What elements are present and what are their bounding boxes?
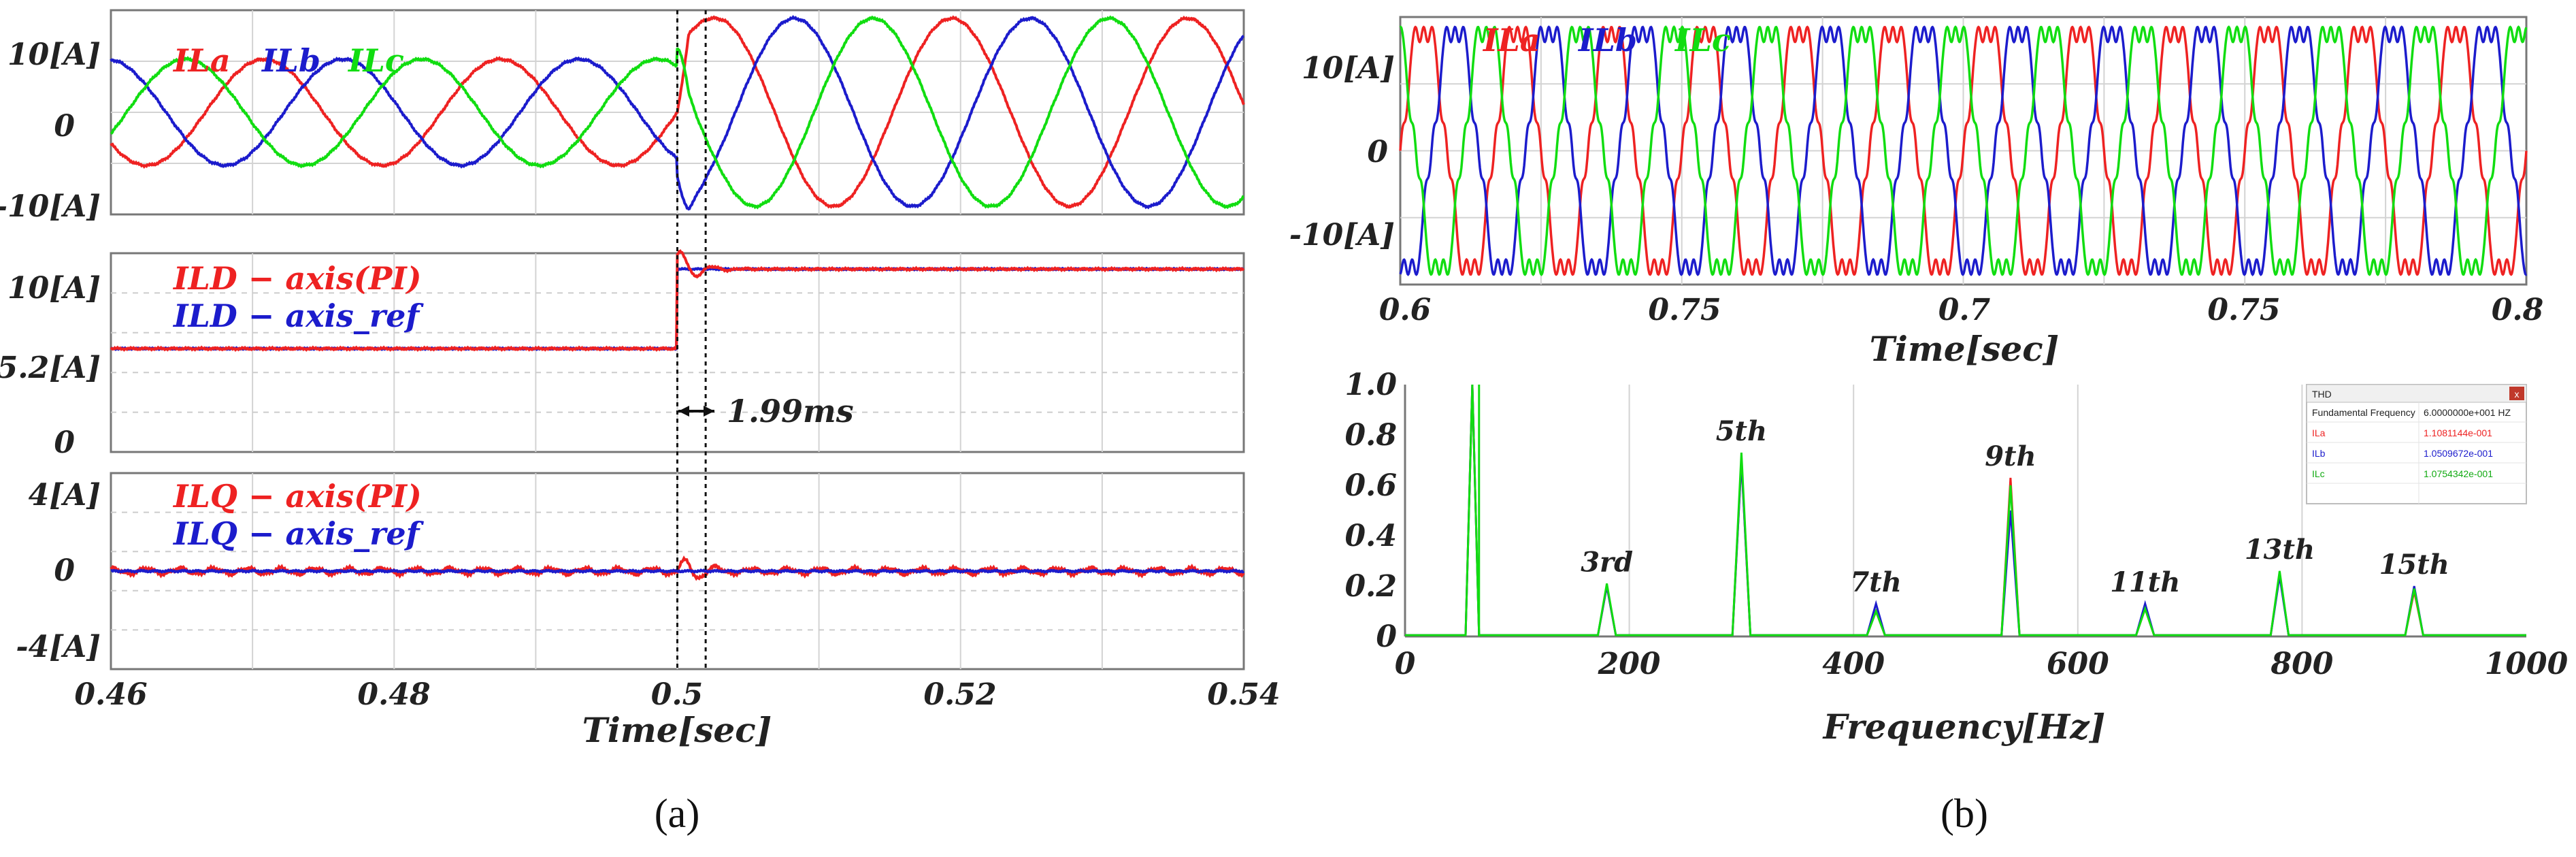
legend-a-mid-ref: ILD − axis_ref [172,297,424,334]
xtick-b-top-1: 0.75 [1648,293,1721,327]
xtick-b-bot-2: 400 [1822,647,1885,681]
thd-fundamental-value: 6.0000000e+001 HZ [2424,407,2511,418]
chart-a-mid: 10[A] 5.2[A] 0 ILD − axis(PI) ILD − axis… [0,249,1245,460]
spectrum-lines: 3rd 5th 7th 9th 11th 13th 15th [1405,384,2526,636]
thd-box: THD x Fundamental Frequency 6.0000000e+0… [2306,384,2527,504]
ytick-a-top-0: 10[A] [7,37,101,72]
xtick-b-bot-5: 1000 [2485,647,2569,681]
series-line-b-ilc [1399,25,2528,276]
spectrum-ticks: 0 200 400 600 800 1000 1.0 0.8 0.6 0.4 0.2 0 [1344,368,2568,681]
harmonic-label-3rd: 3rd [1581,546,1633,578]
ytick-a-top-1: 0 [54,109,75,144]
thd-row-value-1: 1.0509672e-001 [2424,448,2493,459]
thd-row-name-1: ILb [2312,448,2326,459]
xtick-b-top-0: 0.6 [1379,293,1432,327]
xlabel-b-top: Time[sec] [1870,329,2060,369]
series-line-b-ilb [1399,25,2528,276]
xtick-b-bot-4: 800 [2270,647,2333,681]
xtick-b-top-2: 0.7 [1938,293,1991,327]
interval-marker: 1.99ms [678,393,854,430]
xtick-b-bot-1: 200 [1598,647,1661,681]
ytick-b-bot-2: 0.6 [1344,468,1397,503]
xtick-b-bot-0: 0 [1395,647,1416,681]
lines-a-bot [110,555,1245,581]
ytick-b-top-2: -10[A] [1289,218,1395,253]
legend-a-mid-pi: ILD − axis(PI) [172,260,422,297]
legend-b-top-ila: ILa [1482,22,1540,59]
thd-row-value-0: 1.1081144e-001 [2424,427,2492,438]
chart-b-bot: 3rd 5th 7th 9th 11th 13th 15th 0 200 400 600 800 10… [1344,368,2568,747]
xtick-a-4: 0.54 [1207,677,1280,712]
xtick-b-bot-3: 600 [2047,647,2109,681]
thd-row-name-0: ILa [2312,427,2326,438]
ytick-a-mid-2: 0 [54,425,75,460]
ytick-a-bot-1: 0 [54,553,75,588]
legend-a-bot-ref: ILQ − axis_ref [172,515,425,552]
ytick-a-mid-1: 5.2[A] [0,351,101,385]
ytick-b-bot-0: 1.0 [1344,368,1397,402]
thd-close-button[interactable] [2509,387,2524,400]
xtick-a-0: 0.46 [74,677,147,712]
spectrum-c [1405,384,2526,636]
ytick-a-top-2: -10[A] [0,189,101,224]
ytick-b-bot-4: 0.2 [1344,569,1397,604]
harmonic-label-7th: 7th [1850,566,1901,598]
interval-annotation: 1.99ms [727,393,854,430]
harmonic-label-15th: 15th [2379,549,2449,581]
legend-b-top-ilb: ILb [1577,22,1637,59]
ytick-b-top-0: 10[A] [1302,51,1395,86]
chart-a-bot: 4[A] 0 -4[A] ILQ − axis(PI) ILQ − axis_r… [16,472,1281,750]
xtick-a-2: 0.5 [651,677,704,712]
ytick-b-bot-3: 0.4 [1344,519,1397,553]
harmonic-label-5th: 5th [1716,415,1767,447]
lines-b-top [1399,25,2528,276]
close-icon: x [2515,389,2520,400]
ytick-a-bot-0: 4[A] [29,478,101,513]
thd-row-name-2: ILc [2312,468,2325,479]
ytick-b-top-1: 0 [1367,135,1388,169]
legend-a-top-ilb: ILb [261,42,320,79]
series-line-b-ila [1399,25,2528,276]
legend-a-bot-pi: ILQ − axis(PI) [172,478,422,515]
caption-b: (b) [1941,791,1988,836]
series-line-ild-pi [110,249,1245,352]
series-line-ila [110,15,1245,209]
legend-a-top-ila: ILa [172,42,231,79]
series-line-ilc [110,15,1244,210]
ytick-a-mid-0: 10[A] [7,271,101,306]
xlabel-a: Time[sec] [582,710,772,750]
thd-box-title: THD [2312,389,2332,400]
step-markers [676,10,707,669]
lines-a-mid [110,249,1245,352]
interval-arrow-left [678,406,689,417]
harmonic-label-9th: 9th [1985,440,2036,472]
ytick-a-bot-2: -4[A] [16,630,101,664]
legend-b-top-ilc: ILc [1674,22,1731,59]
chart-a-top: 10[A] 0 -10[A] ILa ILb ILc [0,9,1245,224]
xtick-b-top-3: 0.75 [2207,293,2280,327]
harmonic-label-13th: 13th [2245,534,2315,566]
thd-box-frame [2306,384,2527,504]
ytick-b-bot-1: 0.8 [1344,418,1397,453]
thd-box-titlebar [2306,384,2527,403]
chart-b-top: 10[A] 0 -10[A] ILa ILb ILc 0.6 0.75 0.7 … [1289,16,2544,369]
xtick-a-1: 0.48 [357,677,430,712]
harmonic-label-11th: 11th [2110,566,2180,598]
thd-row-value-2: 1.0754342e-001 [2424,468,2493,479]
legend-a-top-ilc: ILc [347,42,404,79]
grid-b-bot [1628,385,2303,636]
ytick-b-bot-5: 0 [1376,619,1397,654]
xtick-a-3: 0.52 [923,677,996,712]
xlabel-b-bot: Frequency[Hz] [1822,707,2106,747]
caption-a: (a) [655,791,700,836]
xtick-b-top-4: 0.8 [2492,293,2544,327]
series-line-ilq-ref [110,568,1245,575]
thd-fundamental-label: Fundamental Frequency [2312,407,2415,418]
